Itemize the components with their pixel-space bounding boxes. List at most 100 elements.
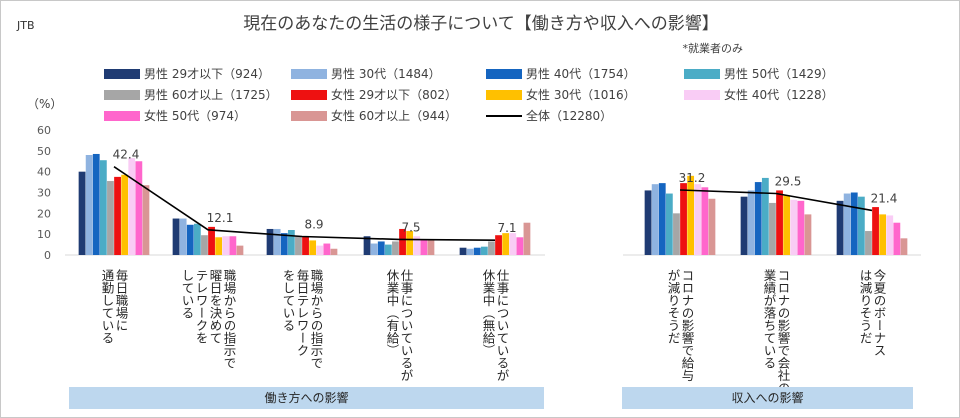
bar [776, 190, 783, 255]
total-lines: 42.4 12.1 8.9 7.5 7.1 31.2 29.5 21.4 [113, 148, 898, 241]
chart-subtitle: *就業者のみ [683, 41, 744, 55]
bar [651, 184, 659, 255]
y-tick-label: 40 [37, 166, 51, 179]
legend-swatch [291, 90, 327, 100]
group-label: 働き方への影響 [264, 390, 348, 405]
category-label-line: 仕事についているが [399, 269, 414, 382]
bar [872, 207, 879, 255]
y-axis-label: （%） [27, 97, 62, 111]
category-label-line: 職場からの指示で [309, 269, 324, 369]
y-tick-label: 60 [37, 124, 51, 137]
chart-title: 現在のあなたの生活の様子について【働き方や収入への影響】 [243, 14, 719, 34]
bar [273, 228, 281, 255]
total-value-label: 12.1 [207, 211, 234, 225]
category-label-line: をしている [281, 269, 296, 332]
bar [886, 215, 894, 255]
group-band [622, 387, 913, 409]
legend-swatch [104, 69, 140, 79]
bar [266, 228, 274, 255]
bar [708, 198, 716, 255]
y-tick-label: 0 [44, 249, 51, 262]
total-value-label: 29.5 [775, 175, 802, 189]
category-label-line: 職場からの指示で [222, 269, 237, 369]
bar [413, 236, 421, 255]
legend-label: 女性 29才以下（802） [331, 87, 457, 102]
category-label-line: している [180, 269, 195, 319]
legend-label: 全体（12280） [526, 108, 612, 123]
bar [495, 235, 502, 255]
bar [222, 236, 230, 255]
bar [427, 239, 435, 256]
bar [363, 236, 371, 255]
bar [323, 243, 331, 255]
bar [377, 241, 385, 255]
bar [330, 248, 338, 255]
bar [480, 246, 488, 255]
total-value-label: 42.4 [113, 148, 140, 162]
bar [114, 176, 121, 256]
legend-label: 女性 30代（1016） [526, 87, 636, 102]
bar [142, 185, 150, 255]
legend: 男性 29才以下（924） 男性 30代（1484） 男性 40代（1754） 男性 … [104, 67, 834, 123]
bar [107, 181, 114, 255]
bar [201, 235, 208, 255]
bar [295, 236, 302, 255]
y-tick-label: 30 [37, 187, 51, 200]
bar [523, 222, 531, 255]
bar [804, 214, 812, 256]
legend-label: 女性 40代（1228） [724, 87, 834, 102]
bar [687, 175, 695, 255]
bar [850, 192, 858, 255]
legend-label: 女性 50代（974） [144, 108, 246, 123]
bar [502, 233, 510, 256]
legend-swatch [684, 69, 720, 79]
total-series-line [679, 189, 873, 212]
legend-label: 男性 40代（1754） [526, 67, 636, 81]
bar [287, 230, 295, 255]
bar [384, 244, 392, 255]
bar [673, 213, 680, 255]
legend-label: 男性 60才以上（1725） [144, 88, 278, 102]
legend-label: 男性 50代（1429） [724, 67, 834, 81]
bar [172, 218, 180, 255]
bar [865, 231, 872, 255]
legend-swatch [104, 111, 140, 121]
category-label-line: 休業中（有給） [385, 269, 400, 357]
bar [99, 160, 107, 255]
category-label-line: 曜日を決めて [208, 269, 223, 344]
bar [193, 223, 201, 255]
category-label-line: 毎日テレワーク [295, 268, 310, 357]
bar [121, 174, 129, 255]
total-value-label: 7.1 [497, 221, 516, 235]
bar [836, 200, 844, 255]
bar [128, 158, 136, 256]
bar [488, 241, 495, 255]
total-value-label: 21.4 [871, 191, 898, 205]
bar [857, 196, 865, 255]
bar [843, 193, 851, 255]
bar [208, 226, 215, 256]
bar [893, 222, 901, 255]
bar [229, 236, 237, 255]
bar [694, 184, 702, 255]
bar [316, 245, 324, 256]
bar [900, 238, 908, 255]
bar [236, 245, 244, 256]
legend-label: 男性 29才以下（924） [144, 67, 270, 81]
legend-swatch [486, 69, 522, 79]
corner-label: JTB [16, 19, 35, 32]
y-tick-label: 50 [37, 145, 51, 158]
bar [309, 240, 317, 255]
category-label-line: が減りそうだ [666, 268, 681, 344]
category-label-line: 休業中（無給） [481, 269, 496, 357]
legend-label: 男性 30代（1484） [331, 67, 441, 81]
legend-swatch [104, 90, 140, 100]
bars [78, 153, 908, 256]
legend-swatch [684, 90, 720, 100]
category-groups: 働き方への影響 収入への影響 [69, 387, 913, 409]
bar [302, 236, 309, 255]
bar [658, 183, 666, 256]
